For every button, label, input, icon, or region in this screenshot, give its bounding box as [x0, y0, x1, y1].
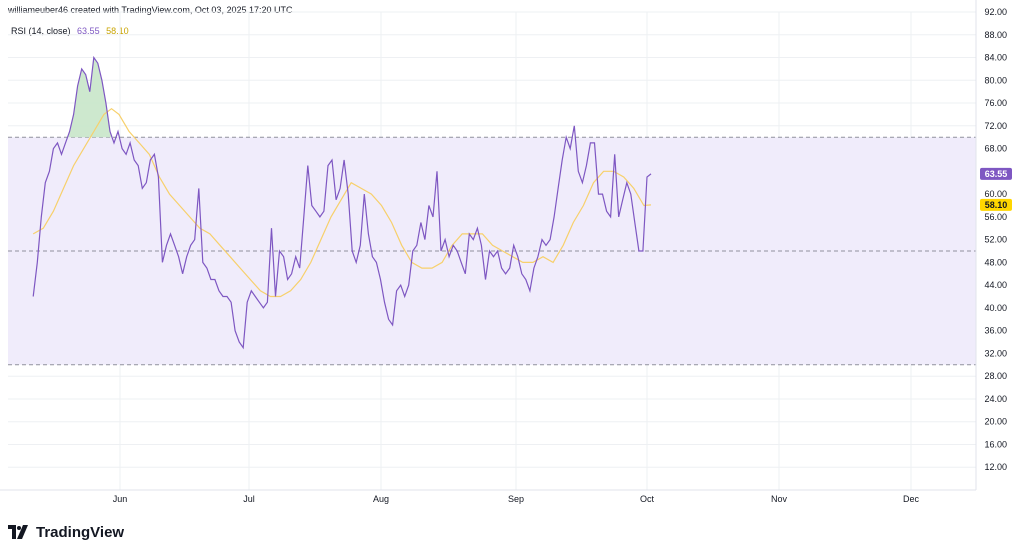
y-tick-label: 16.00 — [984, 439, 1007, 449]
y-tick-label: 24.00 — [984, 394, 1007, 404]
y-tick-label: 28.00 — [984, 371, 1007, 381]
x-tick-label: Sep — [508, 494, 524, 504]
y-tick-label: 72.00 — [984, 121, 1007, 131]
y-tick-label: 56.00 — [984, 212, 1007, 222]
y-tick-label: 80.00 — [984, 75, 1007, 85]
ma-value: 58.10 — [106, 26, 129, 36]
y-tick-label: 68.00 — [984, 144, 1007, 154]
x-tick-label: Aug — [373, 494, 389, 504]
indicator-name: RSI (14, close) — [11, 26, 71, 36]
y-tick-label: 12.00 — [984, 462, 1007, 472]
y-tick-label: 20.00 — [984, 417, 1007, 427]
y-tick-label: 52.00 — [984, 235, 1007, 245]
tradingview-branding[interactable]: TradingView — [8, 520, 124, 544]
x-tick-label: Dec — [903, 494, 920, 504]
y-tick-label: 84.00 — [984, 53, 1007, 63]
y-tick-label: 48.00 — [984, 257, 1007, 267]
time-axis[interactable]: Jun Jul Aug Sep Oct Nov Dec — [113, 494, 920, 504]
rsi-value: 63.55 — [77, 26, 100, 36]
x-tick-label: Jun — [113, 494, 128, 504]
y-tick-label: 40.00 — [984, 303, 1007, 313]
rsi-value-badge: 63.55 — [980, 167, 1012, 180]
tradingview-logo-icon — [8, 525, 28, 539]
x-tick-label: Jul — [243, 494, 255, 504]
price-axis[interactable]: 12.00 16.00 20.00 24.00 28.00 32.00 36.00 40.00… — [984, 7, 1007, 472]
x-tick-label: Nov — [771, 494, 788, 504]
indicator-legend[interactable]: RSI (14, close) 63.55 58.10 — [11, 26, 129, 36]
y-tick-label: 92.00 — [984, 7, 1007, 17]
y-tick-label: 44.00 — [984, 280, 1007, 290]
attribution-text: williameuber46 created with TradingView.… — [8, 5, 293, 15]
x-tick-label: Oct — [640, 494, 655, 504]
y-tick-label: 36.00 — [984, 326, 1007, 336]
rsi-line — [32, 55, 652, 350]
ma-badge-text: 58.10 — [985, 200, 1008, 210]
y-tick-label: 60.00 — [984, 189, 1007, 199]
ma-badge-background — [980, 198, 1012, 211]
rsi-badge-background — [980, 167, 1012, 180]
y-tick-label: 32.00 — [984, 348, 1007, 358]
ma-value-badge: 58.10 — [980, 198, 1012, 211]
y-tick-label: 76.00 — [984, 98, 1007, 108]
y-tick-label: 88.00 — [984, 30, 1007, 40]
rsi-ma-line — [32, 107, 652, 298]
rsi-badge-text: 63.55 — [985, 169, 1008, 179]
brand-name: TradingView — [36, 523, 125, 541]
